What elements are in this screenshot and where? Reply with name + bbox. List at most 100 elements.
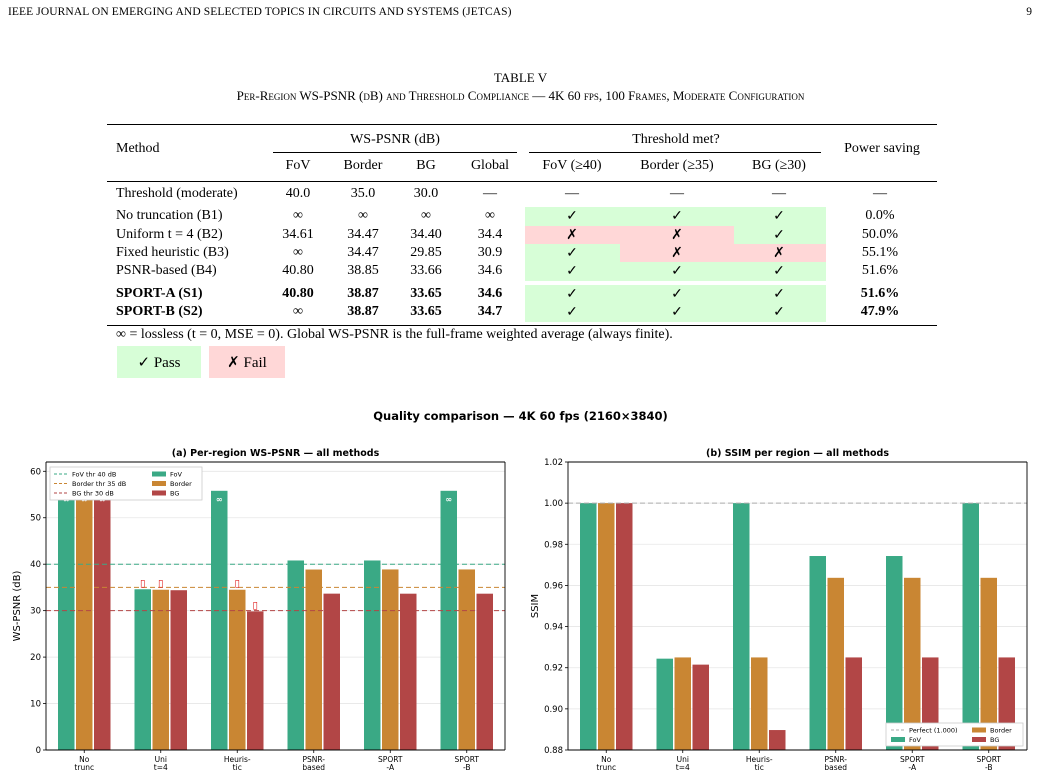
bar-border — [382, 569, 399, 750]
bar-border — [152, 589, 169, 750]
y-tick-label: 10 — [30, 700, 41, 710]
subheader-t_fov: FoV (≥40) — [542, 158, 602, 173]
table-caption: Per-Region WS-PSNR (dB) and Threshold Co… — [236, 88, 805, 103]
header-power: Power saving — [844, 141, 920, 156]
legend-label: BG thr 30 dB — [72, 490, 114, 498]
y-tick-label: 0.94 — [544, 623, 563, 633]
bar-bg — [616, 503, 633, 750]
pass-cell-bg — [734, 303, 826, 322]
cell-t-border: ✓ — [671, 264, 683, 279]
bar-fov — [440, 490, 457, 750]
chart-title: (b) SSIM per region — all methods — [706, 448, 889, 459]
bar-fov — [886, 556, 903, 750]
x-tick-label: Heuris-tic — [746, 755, 773, 772]
bar-border — [751, 657, 768, 750]
legend-fail-label: ✗ Fail — [227, 354, 267, 371]
cell-bg: 34.40 — [410, 227, 442, 242]
row-method: SPORT-B (S2) — [116, 304, 203, 319]
legend-fail: ✗ Fail — [209, 346, 285, 378]
infinity-label: ∞ — [216, 495, 223, 504]
cell-t-fov: ✓ — [566, 287, 578, 302]
quality-comparison-figure: (a) Per-region WS-PSNR — all methods 0 10 2… — [12, 448, 1028, 772]
bar-fov — [962, 503, 979, 750]
y-tick-label: 0.98 — [544, 540, 563, 550]
bar-fov — [733, 503, 750, 750]
cell-t-bg: ✓ — [773, 305, 785, 320]
row-method: PSNR-based (B4) — [116, 263, 217, 278]
cell-t-bg: ✗ — [773, 246, 785, 261]
pass-cell-bg — [734, 207, 826, 226]
cell-t-border: ✗ — [671, 228, 683, 243]
pass-cell-bg — [620, 285, 734, 304]
header-rule — [107, 181, 937, 182]
y-tick-label: 60 — [30, 467, 41, 477]
legend-label: Border — [990, 727, 1012, 735]
bar-fov — [809, 556, 826, 750]
bar-bg — [476, 593, 493, 750]
x-tick-label: No trunc — [74, 755, 94, 772]
row-method: Uniform t = 4 (B2) — [116, 227, 223, 242]
cell-border: 34.47 — [347, 245, 379, 260]
chart-panel-b: (b) SSIM per region — all methods 0.88 0.9… — [530, 448, 1028, 772]
cell-fov: 34.61 — [282, 227, 314, 242]
y-axis-label: SSIM — [530, 594, 541, 618]
bar-fov — [656, 658, 673, 750]
x-tick-label: SPORT -A — [900, 755, 925, 772]
fail-marker: ▯ — [234, 579, 240, 590]
bar-border — [305, 569, 322, 750]
cell-fov: 40.0 — [285, 186, 311, 201]
threshold-cmidrule — [529, 152, 821, 153]
cell-bg: 33.65 — [410, 304, 442, 319]
legend-label: FoV — [909, 736, 921, 744]
y-tick-label: 20 — [30, 653, 41, 663]
x-tick-label: SPORT -B — [977, 755, 1002, 772]
x-tick-label: SPORT -B — [455, 755, 480, 772]
page-number: 9 — [1026, 6, 1032, 18]
fail-marker: ▯ — [140, 578, 146, 589]
pass-cell-bg — [734, 226, 826, 245]
x-tick-label: PSNR-based — [302, 755, 325, 772]
cell-t-fov: ✓ — [566, 305, 578, 320]
fail-cell-bg — [734, 244, 826, 263]
pass-cell-bg — [525, 303, 620, 322]
cell-t-border: — — [670, 186, 684, 201]
legend-swatch — [972, 727, 986, 733]
x-tick-label: Uni t=4 — [676, 755, 690, 772]
cell-t-border: ✓ — [671, 209, 683, 224]
y-tick-label: 0.90 — [544, 705, 563, 715]
bar-border — [76, 490, 93, 750]
cell-fov: ∞ — [293, 208, 303, 223]
cell-border: 35.0 — [350, 186, 376, 201]
cell-global: 34.4 — [477, 227, 503, 242]
cell-t-fov: ✗ — [566, 228, 578, 243]
cell-border: 38.87 — [347, 304, 379, 319]
bar-bg — [769, 730, 786, 750]
cell-border: ∞ — [358, 208, 368, 223]
cell-global: 34.7 — [477, 304, 503, 319]
bar-border — [904, 577, 921, 750]
table-footnote: ∞ = lossless (t = 0, MSE = 0). Global WS… — [116, 327, 673, 342]
x-tick-label: Heuris-tic — [224, 755, 251, 772]
figure-suptitle: Quality comparison — 4K 60 fps (2160×384… — [373, 409, 668, 423]
x-tick-label: Uni t=4 — [154, 755, 168, 772]
y-tick-label: 30 — [30, 607, 41, 617]
y-tick-label: 40 — [30, 560, 41, 570]
cell-fov: 40.80 — [282, 263, 314, 278]
subheader-fov: FoV — [285, 158, 311, 173]
fail-cell-bg — [620, 226, 734, 245]
y-tick-label: 0.88 — [544, 746, 563, 756]
journal-header: IEEE JOURNAL ON EMERGING AND SELECTED TO… — [8, 6, 512, 18]
cell-global: — — [483, 186, 497, 201]
fail-cell-bg — [620, 244, 734, 263]
header-method: Method — [116, 141, 160, 156]
subheader-global: Global — [470, 158, 510, 173]
cell-t-fov: ✓ — [566, 264, 578, 279]
wspsnr-cmidrule — [273, 152, 517, 153]
cell-power: 51.6% — [861, 263, 899, 278]
bar-bg — [692, 664, 709, 750]
subheader-t_border: Border (≥35) — [640, 158, 714, 173]
bar-bg — [845, 657, 862, 750]
legend-frame — [885, 722, 1024, 747]
legend-swatch — [891, 737, 905, 742]
legend-label: FoV — [170, 471, 182, 479]
